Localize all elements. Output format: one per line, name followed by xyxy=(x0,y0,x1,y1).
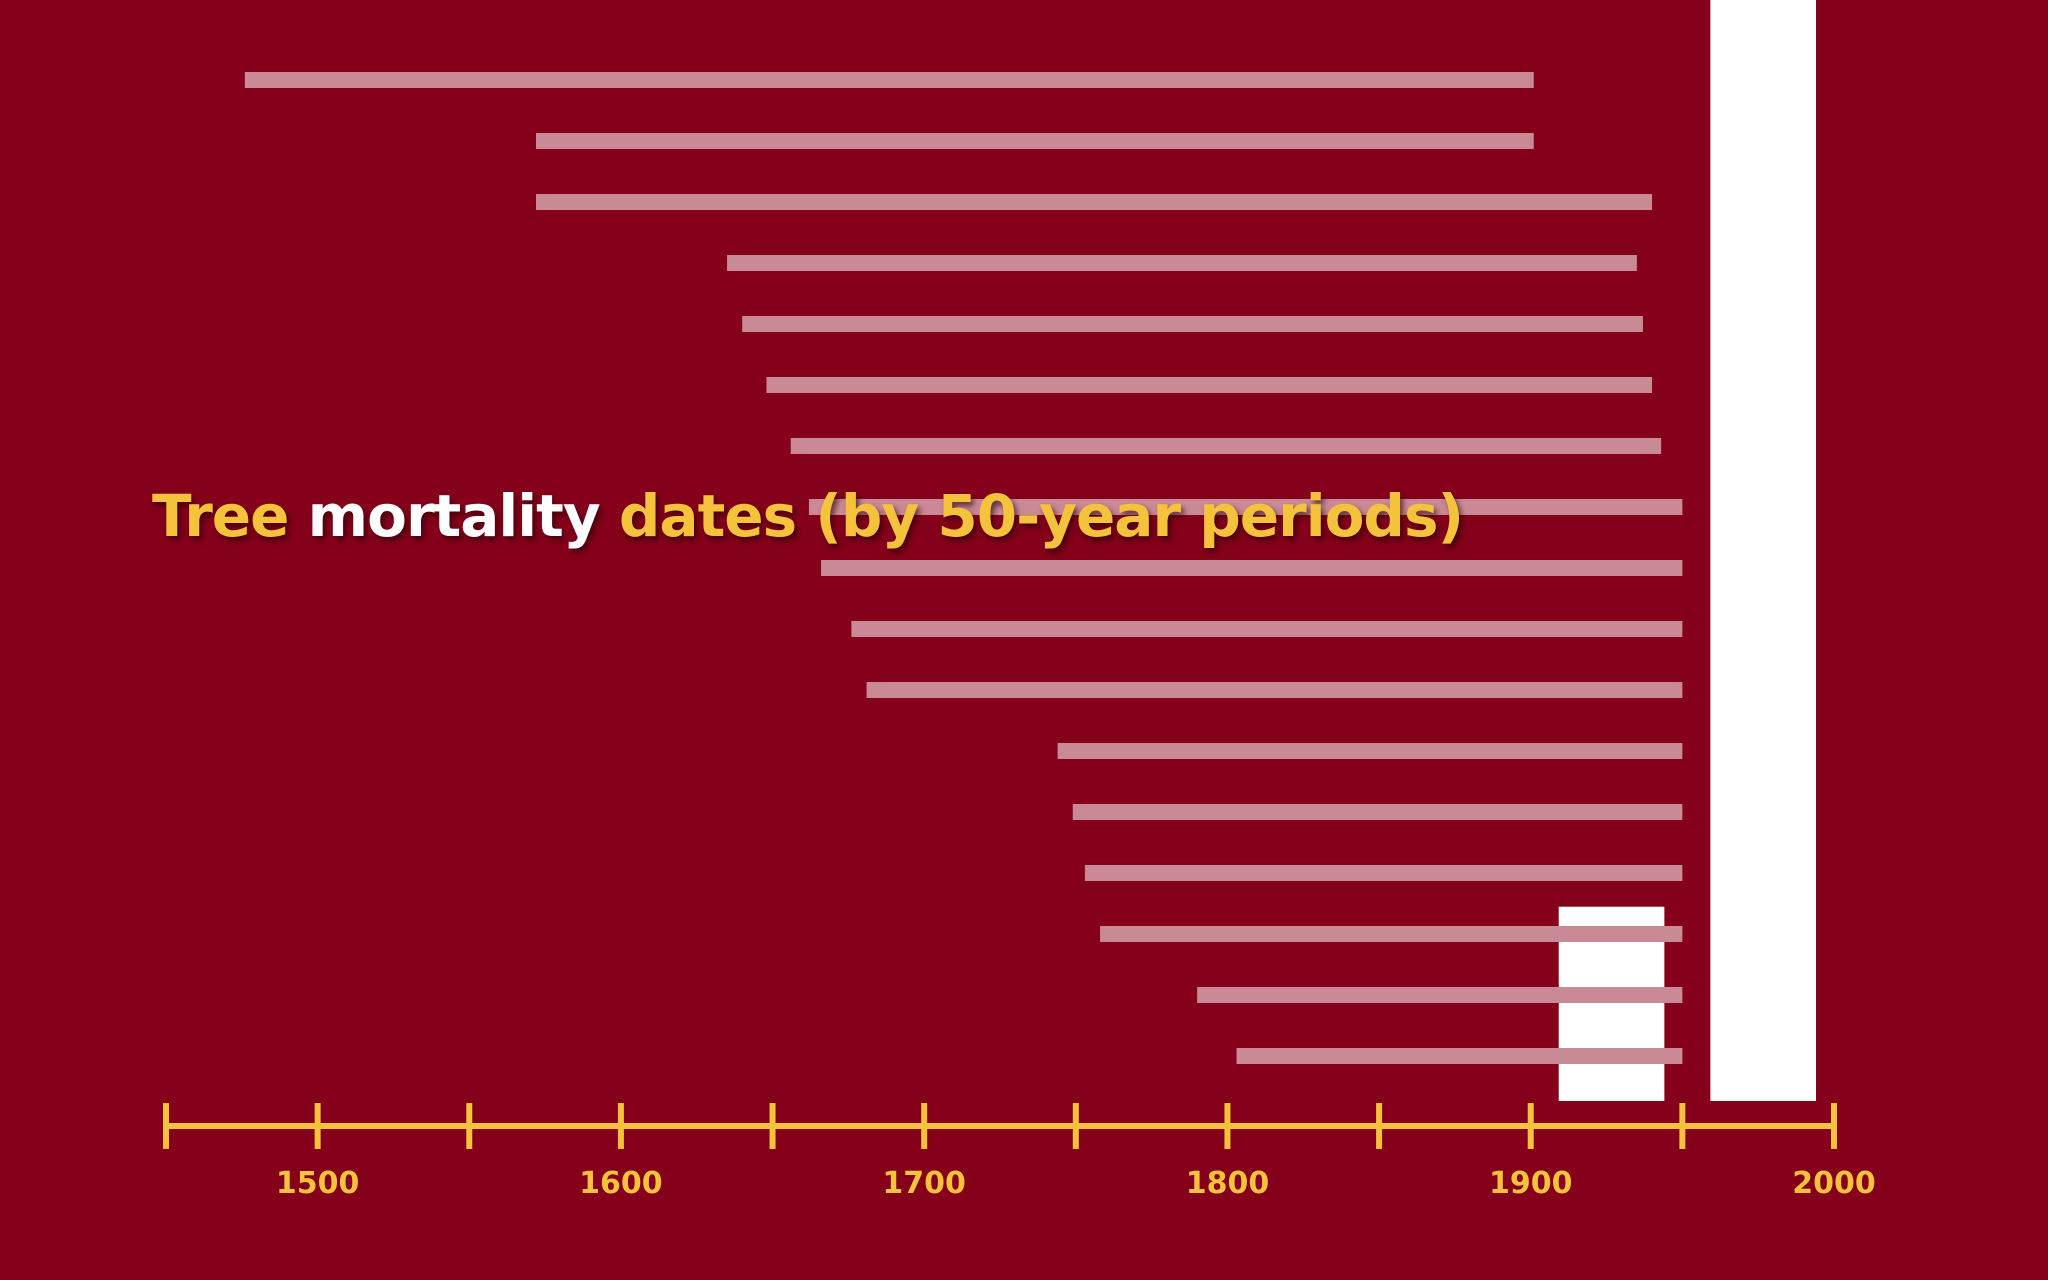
lifespan-bar-3 xyxy=(535,194,1653,210)
lifespan-bar-4 xyxy=(727,255,1637,271)
lifespan-bar-6 xyxy=(766,377,1653,393)
lifespan-bar-12 xyxy=(1057,743,1683,759)
lifespan-bar-9 xyxy=(821,560,1683,576)
lifespan-bar-5 xyxy=(742,316,1643,332)
lifespan-bar-13 xyxy=(1072,804,1683,820)
lifespan-bar-10 xyxy=(851,621,1683,637)
x-tick-label-1700: 1700 xyxy=(882,1166,966,1201)
chart-title: Tree mortality dates (by 50-year periods… xyxy=(152,482,1464,550)
x-tick-label-1800: 1800 xyxy=(1186,1166,1270,1201)
x-tick-label-2000: 2000 xyxy=(1792,1166,1876,1201)
lifespan-bar-15 xyxy=(1100,926,1683,942)
lifespan-bar-17 xyxy=(1236,1048,1683,1064)
lifespan-bar-2 xyxy=(535,133,1534,149)
lifespan-bar-11 xyxy=(866,682,1683,698)
chart-title-part-3: dates (by 50-year periods) xyxy=(599,482,1464,550)
lifespan-bar-16 xyxy=(1197,987,1683,1003)
lifespan-bar-14 xyxy=(1084,865,1683,881)
x-tick-label-1500: 1500 xyxy=(276,1166,360,1201)
chart-title-part-1: Tree xyxy=(152,482,308,550)
x-tick-label-1600: 1600 xyxy=(579,1166,663,1201)
lifespan-bar-1 xyxy=(244,72,1534,88)
lifespan-bar-7 xyxy=(790,438,1662,454)
lifespan-bar-8 xyxy=(808,499,1683,515)
chart-title-part-2: mortality xyxy=(307,482,601,550)
histogram-bar-2 xyxy=(1710,0,1816,1101)
x-tick-label-1900: 1900 xyxy=(1489,1166,1573,1201)
